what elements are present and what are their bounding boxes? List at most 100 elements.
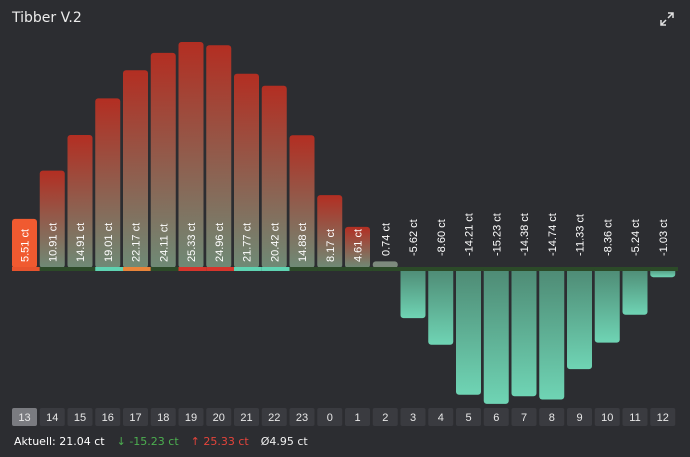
bar-14 (39, 170, 65, 268)
hour-cell-11[interactable] (622, 408, 648, 426)
hour-label-9: 9 (576, 412, 582, 424)
hour-cell-5[interactable] (456, 408, 481, 426)
value-label-8: -14.74 ct (547, 213, 559, 256)
bar-0 (317, 195, 343, 268)
indicator-18 (150, 267, 179, 271)
hour-label-23: 23 (296, 412, 308, 424)
hour-cell-18[interactable] (150, 408, 176, 426)
value-label-19: 25.33 ct (186, 223, 198, 262)
hour-label-3: 3 (410, 412, 416, 424)
hour-cell-15[interactable] (67, 408, 93, 426)
hour-cell-9[interactable] (567, 408, 592, 426)
indicator-12 (650, 267, 678, 271)
hour-label-14: 14 (46, 412, 58, 424)
value-label-7: -14.38 ct (519, 213, 531, 256)
hour-label-11: 11 (629, 412, 640, 424)
indicator-10 (594, 267, 623, 271)
bar-7 (511, 268, 537, 397)
hour-cell-16[interactable] (95, 408, 121, 426)
min-price: ↓ -15.23 ct (116, 435, 179, 448)
indicator-9 (567, 267, 595, 271)
indicator-4 (428, 267, 456, 271)
hour-cell-13[interactable] (12, 408, 37, 426)
value-label-12: -1.03 ct (658, 219, 670, 256)
hour-label-10: 10 (601, 412, 613, 424)
hour-cell-4[interactable] (428, 408, 454, 426)
bar-9 (567, 268, 592, 370)
hour-cell-1[interactable] (345, 408, 370, 426)
bar-2 (372, 261, 398, 268)
expand-arrows-icon[interactable] (659, 11, 675, 27)
indicator-16 (95, 267, 123, 271)
indicator-14 (39, 267, 68, 271)
value-label-4: -8.60 ct (436, 219, 448, 256)
hour-cell-12[interactable] (650, 408, 676, 426)
hour-label-21: 21 (240, 412, 252, 424)
hour-cell-17[interactable] (123, 408, 148, 426)
hour-cell-10[interactable] (594, 408, 620, 426)
value-label-13: 5.51 ct (20, 229, 32, 262)
hour-cell-3[interactable] (400, 408, 426, 426)
value-label-20: 24.96 ct (214, 223, 226, 262)
bar-22 (261, 85, 287, 268)
hour-cell-0[interactable] (317, 408, 343, 426)
bar-23 (289, 135, 315, 268)
hour-label-20: 20 (213, 412, 225, 424)
hour-cell-23[interactable] (289, 408, 315, 426)
indicator-6 (483, 267, 512, 271)
hour-cell-6[interactable] (483, 408, 509, 426)
avg-price: Ø4.95 ct (260, 435, 308, 448)
indicator-3 (400, 267, 429, 271)
bar-10 (594, 268, 620, 343)
indicator-20 (206, 267, 234, 271)
indicator-21 (234, 267, 262, 271)
value-label-17: 22.17 ct (131, 223, 143, 262)
hour-cell-20[interactable] (206, 408, 232, 426)
bar-3 (400, 268, 426, 319)
bar-6 (483, 268, 509, 404)
hour-cell-22[interactable] (261, 408, 287, 426)
current-price: Aktuell: 21.04 ct (14, 435, 105, 448)
hour-label-7: 7 (521, 412, 527, 424)
indicator-17 (123, 267, 151, 271)
value-label-1: 4.61 ct (353, 229, 365, 262)
hour-label-4: 4 (438, 412, 444, 424)
bar-18 (150, 52, 176, 268)
value-label-11: -5.24 ct (630, 219, 642, 256)
indicator-23 (289, 267, 318, 271)
hour-cell-7[interactable] (511, 408, 537, 426)
hour-label-1: 1 (354, 412, 360, 424)
value-label-5: -14.21 ct (464, 213, 476, 256)
hour-cell-19[interactable] (178, 408, 204, 426)
indicator-2 (372, 267, 401, 271)
hour-cell-21[interactable] (234, 408, 259, 426)
value-label-10: -8.36 ct (602, 219, 614, 256)
hour-cell-14[interactable] (39, 408, 65, 426)
bar-5 (456, 268, 481, 395)
bar-13 (12, 218, 37, 268)
hour-label-18: 18 (157, 412, 169, 424)
hour-cell-8[interactable] (539, 408, 565, 426)
max-price: ↑ 25.33 ct (190, 435, 249, 448)
indicator-22 (261, 267, 290, 271)
bar-20 (206, 45, 232, 268)
indicator-11 (622, 267, 651, 271)
indicator-19 (178, 267, 207, 271)
bar-11 (622, 268, 648, 315)
value-label-2: 0.74 ct (380, 223, 392, 256)
hour-label-2: 2 (382, 412, 388, 424)
indicator-7 (511, 267, 540, 271)
indicator-15 (67, 267, 96, 271)
bar-8 (539, 268, 565, 400)
indicator-0 (317, 267, 345, 271)
bar-16 (95, 98, 121, 268)
hour-label-19: 19 (185, 412, 197, 424)
value-label-21: 21.77 ct (242, 223, 254, 262)
bar-19 (178, 42, 204, 268)
hour-cell-2[interactable] (372, 408, 398, 426)
hour-label-16: 16 (102, 412, 114, 424)
value-label-0: 8.17 ct (325, 229, 337, 262)
price-summary: Aktuell: 21.04 ct ↓ -15.23 ct ↑ 25.33 ct… (14, 435, 308, 448)
